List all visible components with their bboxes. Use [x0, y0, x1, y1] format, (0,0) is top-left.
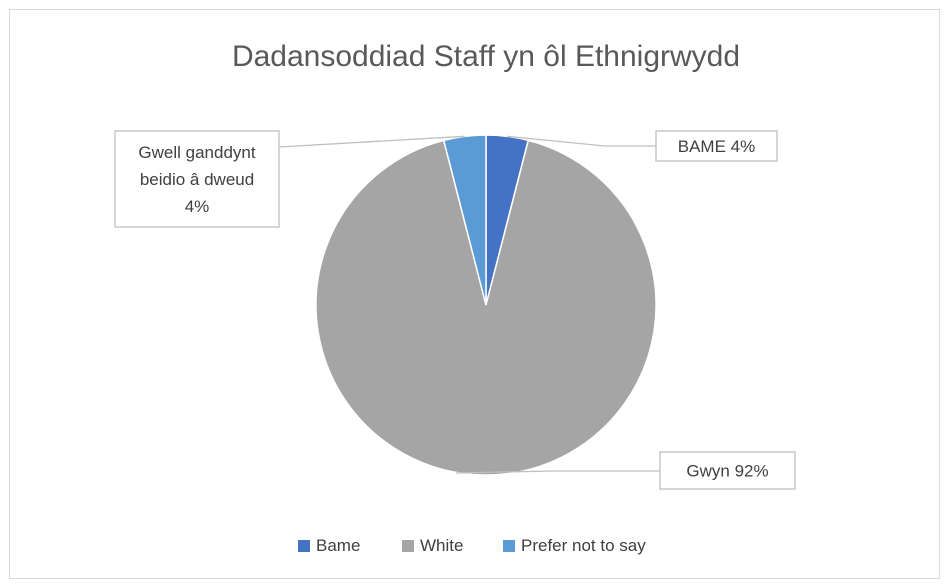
chart-title: Dadansoddiad Staff yn ôl Ethnigrwydd: [232, 40, 740, 73]
data-label-box-prefer-not-to-say: [114, 130, 280, 228]
data-labels: BAME 4% Gwyn 92% Gwell ganddynt beidio â dw…: [114, 130, 796, 490]
legend: Bame White Prefer not to say: [298, 536, 646, 555]
pie-slices: [315, 134, 657, 476]
data-label-prefer-not-to-say-line-2: beidio â dweud: [140, 170, 254, 189]
data-label-box-bame: [655, 130, 778, 162]
data-label-white: Gwyn 92%: [686, 462, 768, 481]
pie-slice-white: [315, 139, 657, 476]
legend-label-bame: Bame: [316, 536, 360, 555]
leader-line-white: [455, 470, 660, 474]
legend-swatch-white: [402, 540, 414, 552]
leader-lines: [278, 135, 660, 474]
legend-swatch-prefer-not-to-say: [503, 540, 515, 552]
legend-label-prefer-not-to-say: Prefer not to say: [521, 536, 646, 555]
data-label-prefer-not-to-say-line-3: 4%: [185, 197, 210, 216]
data-label-bame: BAME 4%: [678, 137, 755, 156]
leader-line-prefer-not-to-say: [278, 135, 465, 148]
legend-label-white: White: [420, 536, 463, 555]
data-label-box-white: [659, 451, 796, 490]
legend-swatch-bame: [298, 540, 310, 552]
data-label-prefer-not-to-say-line-1: Gwell ganddynt: [138, 143, 255, 162]
leader-line-bame: [507, 135, 656, 147]
